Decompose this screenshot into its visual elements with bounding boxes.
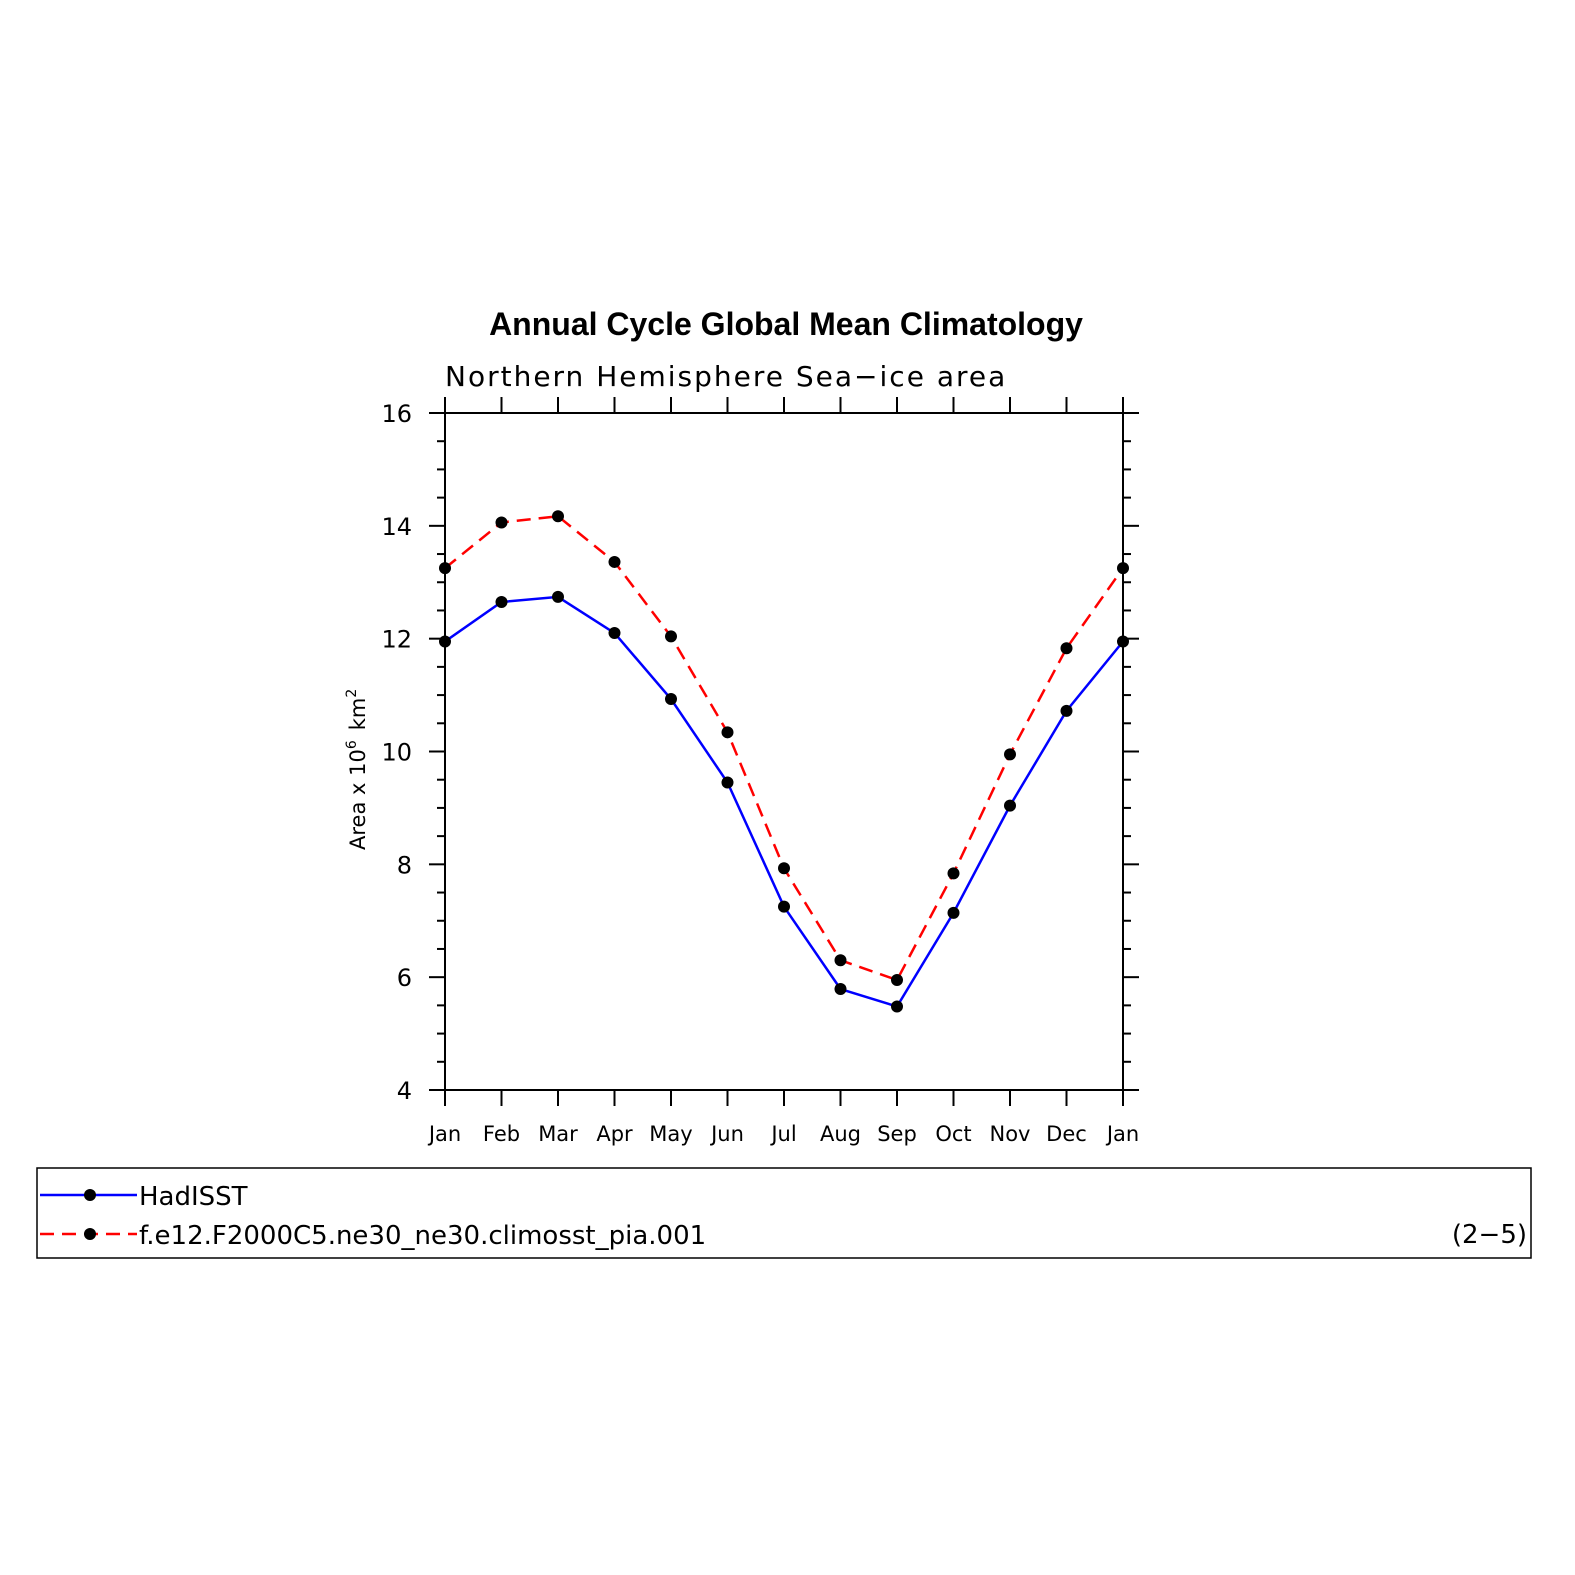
x-tick-label: Oct xyxy=(935,1122,971,1146)
y-tick-label: 6 xyxy=(397,964,412,992)
y-axis-label-unit: km xyxy=(346,698,370,731)
data-point xyxy=(947,906,960,919)
x-tick-label: Jul xyxy=(769,1122,796,1146)
legend-box xyxy=(36,1167,1532,1259)
legend-entry: HadISST xyxy=(40,1182,248,1212)
data-point xyxy=(1004,748,1016,761)
y-axis-label-text: Area x 10 xyxy=(346,749,370,850)
series-layer xyxy=(439,510,1129,1013)
x-tick-label: May xyxy=(649,1122,692,1146)
legend-entries: HadISST f.e12.F2000C5.ne30_ne30.climosst_… xyxy=(40,1182,706,1251)
data-point xyxy=(778,862,790,875)
legend: HadISST f.e12.F2000C5.ne30_ne30.climosst_… xyxy=(36,1167,1532,1259)
data-point xyxy=(1060,642,1073,655)
panel-label: (2−5) xyxy=(1452,1220,1527,1250)
data-point xyxy=(1060,704,1073,717)
legend-label: f.e12.F2000C5.ne30_ne30.climosst_pia.001 xyxy=(139,1221,706,1251)
plot-frame xyxy=(444,412,1124,1091)
plot-border xyxy=(444,412,1124,1091)
data-point xyxy=(439,635,451,648)
data-point xyxy=(495,516,508,529)
y-tick-label: 14 xyxy=(381,513,412,541)
x-tick-label: Nov xyxy=(990,1122,1031,1146)
y-tick-label: 16 xyxy=(381,400,412,428)
chart-subtitle: Northern Hemisphere Sea−ice area xyxy=(445,360,1007,393)
x-tick-label: Aug xyxy=(820,1122,861,1146)
data-point xyxy=(608,555,621,568)
series-line xyxy=(444,595,1124,1008)
x-tick-label: Dec xyxy=(1046,1122,1087,1146)
data-point xyxy=(439,562,451,575)
x-axis-ticks: Jan Feb Mar Apr May Jun Jul Aug Sep Oct Nov Dec Jan xyxy=(427,397,1139,1146)
y-axis-label: Area x 106 km2 xyxy=(344,689,370,850)
series-2 xyxy=(439,510,1129,986)
data-point xyxy=(665,693,677,706)
legend-marker xyxy=(84,1228,96,1240)
data-point xyxy=(891,973,903,986)
y-tick-label: 10 xyxy=(381,739,412,767)
x-tick-label: Mar xyxy=(538,1122,578,1146)
data-point xyxy=(891,1000,903,1013)
legend-marker xyxy=(84,1189,96,1201)
data-point xyxy=(1117,562,1129,575)
data-point xyxy=(834,954,847,967)
x-tick-label: Apr xyxy=(596,1122,633,1146)
legend-label: HadISST xyxy=(139,1182,248,1212)
y-axis-label-exponent: 6 xyxy=(344,740,360,749)
y-tick-label: 8 xyxy=(397,851,412,879)
x-tick-label: Sep xyxy=(877,1122,917,1146)
y-axis-label-unit-exponent: 2 xyxy=(344,689,360,698)
data-point xyxy=(495,595,508,608)
series-1 xyxy=(439,590,1129,1013)
y-tick-label: 12 xyxy=(381,626,412,654)
data-point xyxy=(1117,635,1129,648)
data-point xyxy=(947,867,960,880)
y-tick-label: 4 xyxy=(397,1077,412,1105)
y-axis-ticks: 4 6 8 10 12 14 16 xyxy=(381,400,1139,1105)
data-point xyxy=(778,900,790,913)
data-point xyxy=(1004,799,1016,812)
x-tick-label: Jun xyxy=(709,1122,744,1146)
x-tick-label: Feb xyxy=(483,1122,520,1146)
data-point xyxy=(721,726,734,739)
data-point xyxy=(834,983,847,996)
chart-title: Annual Cycle Global Mean Climatology xyxy=(489,306,1083,342)
x-tick-label: Jan xyxy=(1105,1122,1139,1146)
data-point xyxy=(721,776,734,789)
data-point xyxy=(552,590,564,603)
x-tick-label: Jan xyxy=(427,1122,461,1146)
data-point xyxy=(552,510,564,523)
data-point xyxy=(665,630,677,643)
data-point xyxy=(608,627,621,640)
legend-entry: f.e12.F2000C5.ne30_ne30.climosst_pia.001 xyxy=(40,1221,706,1251)
